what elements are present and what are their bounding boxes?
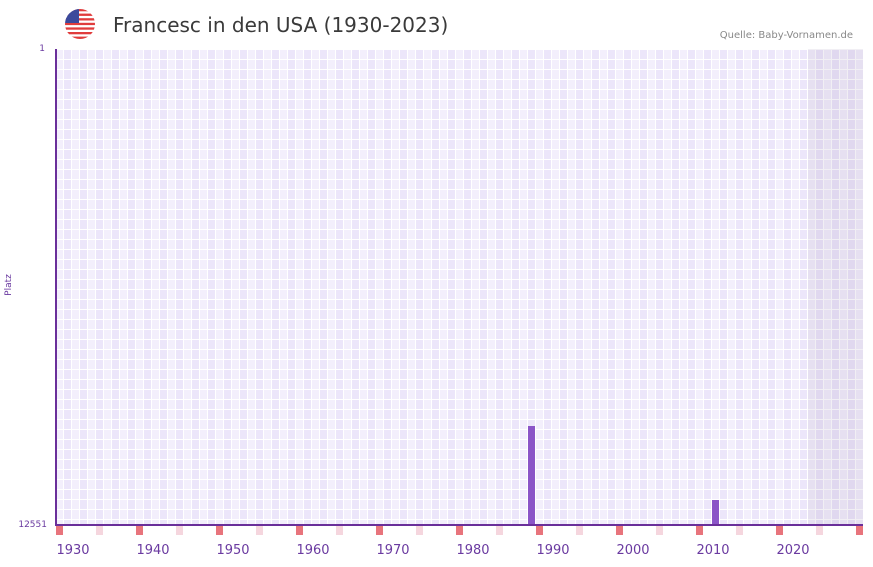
- x-tick-1990: 1990: [536, 543, 570, 558]
- bar-1987[interactable]: [528, 426, 535, 525]
- x-tick-1970: 1970: [376, 543, 410, 558]
- bar-2010[interactable]: [712, 500, 719, 525]
- us-flag-icon: [65, 9, 95, 39]
- grid: [55, 49, 863, 525]
- decade-markers: [55, 526, 863, 535]
- x-tick-2000: 2000: [616, 543, 650, 558]
- x-tick-1930: 1930: [56, 543, 90, 558]
- forecast-shade: [808, 49, 863, 525]
- y-tick-bottom: 12551: [18, 520, 47, 530]
- source-credit: Quelle: Baby-Vornamen.de: [719, 30, 853, 41]
- y-tick-top: 1: [39, 44, 45, 54]
- chart-title: Francesc in den USA (1930-2023): [113, 13, 449, 37]
- x-tick-1950: 1950: [216, 543, 250, 558]
- plot-area: [55, 49, 863, 525]
- x-axis: [55, 524, 863, 526]
- y-axis-title: Platz: [3, 274, 14, 296]
- y-axis: [55, 49, 57, 525]
- x-tick-1960: 1960: [296, 543, 330, 558]
- x-tick-2010: 2010: [696, 543, 730, 558]
- x-tick-2020: 2020: [776, 543, 810, 558]
- x-tick-1940: 1940: [136, 543, 170, 558]
- x-tick-1980: 1980: [456, 543, 490, 558]
